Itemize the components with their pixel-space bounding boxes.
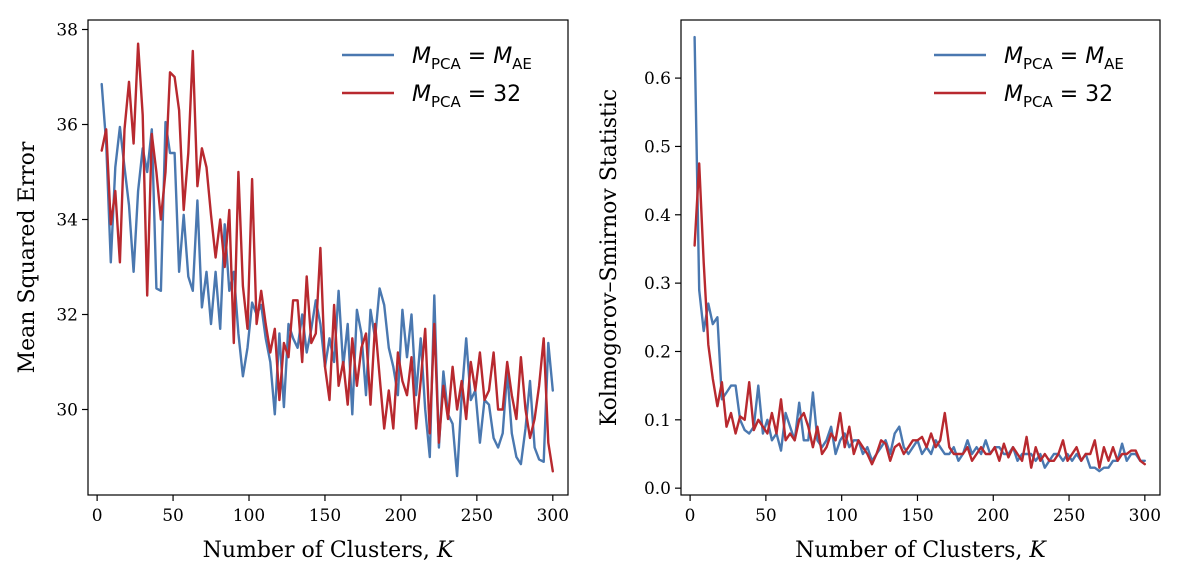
x-axis-label: Number of Clusters, K xyxy=(203,538,455,563)
axes-frame xyxy=(87,19,569,496)
x-tick-label: 300 xyxy=(1129,506,1161,526)
y-axis-label: Kolmogorov–Smirnov Statistic xyxy=(597,89,622,426)
x-tick-label: 0 xyxy=(92,506,103,526)
y-tick-label: 0.1 xyxy=(644,411,671,431)
y-tick-label: 38 xyxy=(56,21,78,41)
y-tick-label: 34 xyxy=(56,211,78,231)
series-group xyxy=(693,35,1147,473)
x-tick-label: 50 xyxy=(755,506,777,526)
x-tick-label: 250 xyxy=(1053,506,1085,526)
x-tick-label: 300 xyxy=(537,506,569,526)
x-tick-label: 150 xyxy=(309,506,341,526)
x-tick-label: 100 xyxy=(233,506,265,526)
legend: MPCA = MAE MPCA = 32 xyxy=(934,44,1124,111)
y-axis-label: Mean Squared Error xyxy=(15,141,40,373)
axes-frame xyxy=(680,19,1161,496)
series-line-red xyxy=(693,162,1147,469)
legend-label: MPCA = MAE xyxy=(412,44,532,73)
y-tick-label: 0.3 xyxy=(644,274,671,294)
legend-label: MPCA = 32 xyxy=(1004,82,1113,111)
x-axis-label: Number of Clusters, K xyxy=(795,538,1047,563)
y-tick-label: 30 xyxy=(56,401,78,421)
series-group xyxy=(100,42,554,478)
x-tick-label: 150 xyxy=(901,506,933,526)
series-line-blue xyxy=(100,82,554,478)
ks-chart: 0 50 100 150 200 250 300 0.0 0.1 0.2 0.3 0.4 0.5 0.6 N… xyxy=(597,19,1161,563)
y-tick-label: 0.4 xyxy=(644,206,671,226)
y-tick-label: 0.2 xyxy=(644,342,671,362)
x-tick-label: 100 xyxy=(825,506,857,526)
y-tick-label: 32 xyxy=(56,306,78,326)
y-tick-label: 0.6 xyxy=(644,69,671,89)
x-tick-label: 200 xyxy=(977,506,1009,526)
y-tick-label: 36 xyxy=(56,116,78,136)
legend: MPCA = MAE MPCA = 32 xyxy=(342,44,532,111)
x-tick-label: 50 xyxy=(162,506,184,526)
y-tick-label: 0.5 xyxy=(644,137,671,157)
x-tick-label: 250 xyxy=(461,506,493,526)
legend-label: MPCA = MAE xyxy=(1004,44,1124,73)
legend-label: MPCA = 32 xyxy=(412,82,521,111)
mse-chart: 0 50 100 150 200 250 300 30 32 34 36 38 Number of Cl… xyxy=(15,19,569,563)
series-line-red xyxy=(100,42,554,473)
x-tick-label: 0 xyxy=(685,506,696,526)
y-tick-label: 0.0 xyxy=(644,479,671,499)
x-tick-label: 200 xyxy=(385,506,417,526)
